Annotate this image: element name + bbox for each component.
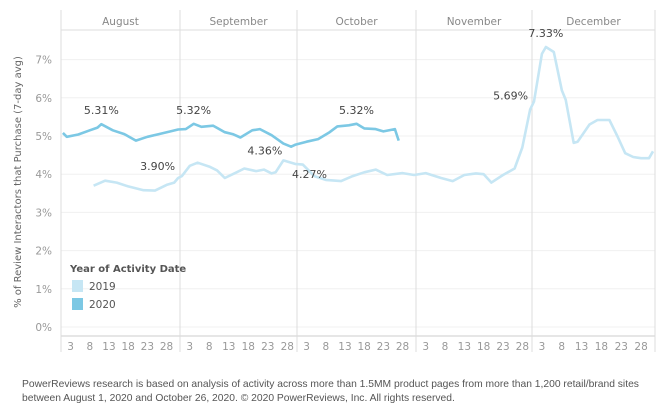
x-tick-label: 8 — [206, 341, 213, 353]
x-tick-label: 18 — [477, 341, 490, 353]
data-label: 5.32% — [176, 104, 211, 117]
x-tick-label: 18 — [357, 341, 370, 353]
x-tick-label: 13 — [575, 341, 588, 353]
x-tick-label: 28 — [634, 341, 647, 353]
y-tick-label: 6% — [35, 93, 52, 105]
x-tick-label: 28 — [160, 341, 173, 353]
x-tick-label: 13 — [102, 341, 115, 353]
x-tick-label: 18 — [121, 341, 134, 353]
x-tick-label: 28 — [281, 341, 294, 353]
x-tick-label: 13 — [222, 341, 235, 353]
x-tick-label: 3 — [186, 341, 193, 353]
y-tick-label: 2% — [35, 246, 52, 258]
x-tick-label: 23 — [615, 341, 628, 353]
y-tick-label: 3% — [35, 207, 52, 219]
month-header: November — [447, 16, 502, 28]
x-tick-label: 23 — [496, 341, 509, 353]
x-tick-label: 3 — [303, 341, 310, 353]
data-label: 5.31% — [84, 104, 119, 117]
x-tick-label: 8 — [442, 341, 449, 353]
x-tick-label: 18 — [595, 341, 608, 353]
data-label: 3.90% — [140, 160, 175, 173]
x-tick-label: 28 — [396, 341, 409, 353]
month-header: October — [335, 16, 378, 28]
x-tick-label: 23 — [377, 341, 390, 353]
x-tick-label: 3 — [422, 341, 429, 353]
y-axis-label: % of Review Interactors that Purchase (7… — [13, 56, 24, 308]
month-header: December — [566, 16, 621, 28]
y-tick-label: 1% — [35, 284, 52, 296]
y-tick-label: 0% — [35, 322, 52, 334]
x-tick-label: 8 — [558, 341, 565, 353]
x-tick-label: 23 — [141, 341, 154, 353]
x-tick-label: 28 — [516, 341, 529, 353]
x-tick-label: 18 — [242, 341, 255, 353]
legend-label: 2020 — [89, 299, 116, 311]
data-label: 4.36% — [247, 144, 282, 157]
y-tick-label: 4% — [35, 169, 52, 181]
data-label: 4.27% — [292, 168, 327, 181]
x-tick-label: 23 — [261, 341, 274, 353]
month-header: September — [209, 16, 268, 28]
data-label: 7.33% — [528, 27, 563, 40]
y-tick-label: 5% — [35, 131, 52, 143]
x-tick-label: 3 — [67, 341, 74, 353]
y-tick-label: 7% — [35, 55, 52, 67]
series-line-2019 — [93, 45, 655, 192]
x-tick-label: 13 — [338, 341, 351, 353]
x-tick-label: 8 — [86, 341, 93, 353]
legend-swatch-2019 — [72, 280, 83, 292]
legend-swatch-2020 — [72, 298, 83, 310]
data-label: 5.32% — [339, 104, 374, 117]
data-label: 5.69% — [493, 90, 528, 103]
series-line-2020 — [61, 122, 400, 148]
x-tick-label: 13 — [458, 341, 471, 353]
month-header: August — [102, 16, 139, 28]
legend-title: Year of Activity Date — [69, 264, 186, 275]
x-tick-label: 3 — [539, 341, 546, 353]
legend-label: 2019 — [89, 281, 116, 293]
x-tick-label: 8 — [322, 341, 329, 353]
footnote: PowerReviews research is based on analys… — [22, 379, 639, 404]
